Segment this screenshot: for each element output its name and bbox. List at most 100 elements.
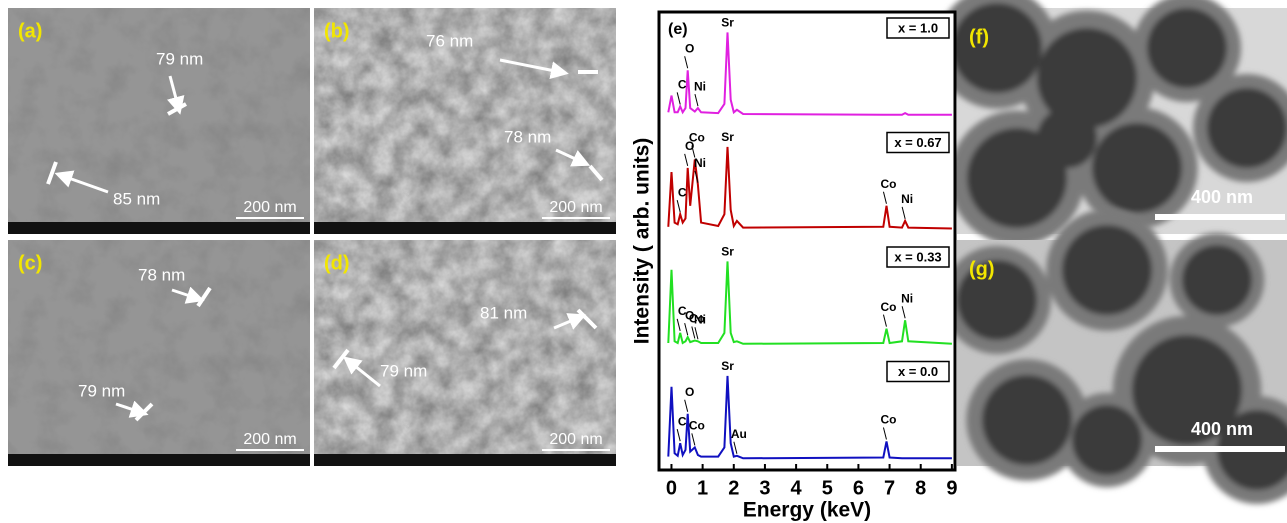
peak-label: Ni bbox=[694, 156, 706, 170]
peak-pointer bbox=[901, 206, 906, 220]
peak-pointer bbox=[882, 427, 887, 440]
peak-pointer bbox=[882, 191, 887, 204]
peak-pointer bbox=[684, 153, 689, 167]
plot-frame bbox=[657, 10, 957, 472]
size-marker bbox=[46, 161, 58, 185]
peak-label: Ni bbox=[694, 79, 706, 93]
sem-texture bbox=[8, 240, 310, 466]
annotation: 78 nm bbox=[138, 265, 185, 284]
x-axis-label: Energy (keV) bbox=[743, 499, 871, 522]
peak-label: Co bbox=[689, 419, 705, 433]
particle bbox=[1037, 108, 1097, 168]
particles bbox=[936, 0, 1287, 246]
spectrum bbox=[667, 375, 952, 460]
peak-label: Ni bbox=[694, 312, 706, 326]
spectrum bbox=[667, 32, 952, 116]
particle bbox=[1062, 225, 1152, 315]
peak-pointer bbox=[691, 326, 696, 339]
scale-bar bbox=[1155, 446, 1285, 452]
particle bbox=[1182, 245, 1252, 315]
legend-label: x = 0.0 bbox=[898, 364, 938, 379]
tem-image: (g) 400 nm bbox=[943, 209, 1287, 504]
sem-image: (c) 200 nm 78 nm 79 nm bbox=[8, 240, 310, 466]
peak-pointer bbox=[691, 145, 696, 158]
arrow bbox=[553, 313, 587, 330]
annotation: 85 nm bbox=[113, 189, 160, 208]
peak-pointer bbox=[684, 399, 689, 412]
sem-image: (d) 200 nm 81 nm 79 nm bbox=[314, 240, 616, 466]
particle bbox=[1092, 123, 1182, 213]
peak-label: Co bbox=[880, 300, 896, 314]
peak-label: Sr bbox=[721, 16, 734, 30]
scale-bar-label: 200 nm bbox=[243, 431, 296, 448]
peak-label: Co bbox=[689, 312, 705, 326]
annotation: 79 nm bbox=[380, 361, 427, 380]
size-marker bbox=[167, 102, 187, 116]
annotation: 79 nm bbox=[156, 49, 203, 68]
size-marker bbox=[576, 308, 598, 330]
tem-image: (f) 400 nm bbox=[936, 0, 1287, 246]
y-axis-label: Intensity ( arb. units) bbox=[631, 138, 654, 345]
annotation: 79 nm bbox=[78, 381, 125, 400]
peak-label: Au bbox=[731, 427, 747, 441]
scale-bar-label: 200 nm bbox=[243, 199, 296, 216]
peak-label: O bbox=[685, 385, 694, 399]
annotation: 81 nm bbox=[480, 303, 527, 322]
sem-texture bbox=[8, 8, 310, 234]
legend-box bbox=[886, 131, 950, 154]
legend-box bbox=[886, 17, 950, 39]
scale-bar-label: 200 nm bbox=[549, 431, 602, 448]
x-tick-label: 8 bbox=[915, 477, 926, 499]
particle bbox=[1072, 405, 1142, 475]
peak-label: Co bbox=[880, 413, 896, 427]
peak-label: Ni bbox=[901, 192, 913, 206]
info-bar bbox=[8, 454, 310, 466]
scale-bar-label: 400 nm bbox=[1191, 187, 1253, 207]
annotation: 78 nm bbox=[504, 127, 551, 146]
peak-label: C bbox=[678, 304, 687, 318]
x-tick-label: 3 bbox=[759, 477, 770, 499]
spectrum bbox=[667, 146, 952, 230]
panel-label: (c) bbox=[18, 252, 42, 274]
legend-label: x = 0.33 bbox=[894, 249, 941, 264]
particle bbox=[957, 260, 1037, 340]
panel-label: (d) bbox=[324, 252, 350, 274]
peak-label: Co bbox=[689, 131, 705, 145]
scale-bar-label: 200 nm bbox=[549, 199, 602, 216]
sem-texture bbox=[314, 8, 616, 234]
particle bbox=[1037, 28, 1137, 128]
legend-box bbox=[886, 360, 950, 383]
peak-pointer bbox=[676, 92, 681, 105]
x-tick-label: 2 bbox=[728, 477, 739, 499]
x-tick-label: 4 bbox=[791, 477, 803, 499]
sem-image: (b) 200 nm 76 nm 78 nm bbox=[314, 8, 616, 234]
peak-pointer bbox=[684, 322, 689, 336]
arrow bbox=[115, 400, 149, 418]
panel-label: (e) bbox=[668, 21, 688, 38]
x-tick-label: 6 bbox=[853, 477, 864, 499]
tem-panels: (f) 400 nm (g) 400 nm bbox=[936, 0, 1287, 504]
size-marker bbox=[332, 348, 350, 370]
annotation: 76 nm bbox=[426, 31, 473, 50]
peak-pointer bbox=[676, 200, 681, 213]
spectrum bbox=[667, 261, 952, 345]
peak-label: Ni bbox=[901, 291, 913, 305]
peak-pointer bbox=[901, 306, 906, 319]
peak-pointer bbox=[676, 318, 681, 332]
size-marker bbox=[134, 402, 154, 422]
peak-label: O bbox=[685, 41, 694, 55]
scale-bar bbox=[1155, 214, 1285, 220]
peak-label: Sr bbox=[721, 245, 734, 259]
x-tick-label: 1 bbox=[697, 477, 708, 499]
peak-pointer bbox=[882, 314, 887, 327]
arrow bbox=[171, 286, 205, 304]
legend-box bbox=[886, 246, 950, 268]
x-tick-label: 9 bbox=[946, 477, 957, 499]
x-tick-label: 7 bbox=[884, 477, 895, 499]
peak-pointer bbox=[676, 429, 681, 442]
panel-label: (g) bbox=[969, 258, 995, 280]
edx-chart: (e) Intensity ( arb. units) Energy (keV) 0 1… bbox=[631, 16, 958, 522]
peak-label: Sr bbox=[721, 359, 734, 373]
